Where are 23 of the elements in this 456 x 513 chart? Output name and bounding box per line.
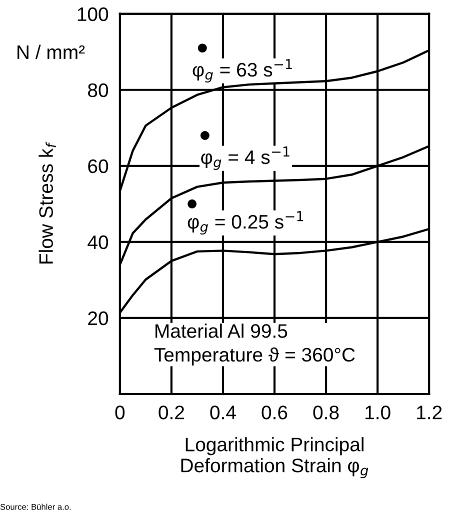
text: N / mm²: [18, 44, 85, 60]
annotation: φ$_{g}$ = 0.25 s$^{−1}$: [188, 211, 304, 235]
x-tick-label: 1.2: [417, 406, 442, 420]
x-tick-label: 0: [115, 406, 125, 420]
annotation: Material Al 99.5 Temperature ϑ = 360°C: [154, 324, 355, 366]
y-tick-label: 60: [88, 159, 108, 174]
x-tick-label: 1.0: [366, 406, 390, 420]
x-tick-label: 0.4: [210, 406, 236, 420]
annotation: φ$_{g}$ = 63 s$^{−1}$: [192, 59, 292, 82]
x-tick-label: 0.8: [313, 406, 339, 420]
point: [188, 199, 197, 208]
y-axis-title: Flow Stress k$_{f}$: [38, 142, 56, 264]
x-axis-title: Logarithmic Principal Deformation Strain φ$_{g}$: [181, 437, 368, 478]
x-tick-label: 0.2: [158, 406, 184, 420]
point: [198, 44, 207, 53]
y-tick-label: 100: [78, 7, 108, 22]
point: [200, 130, 210, 140]
y-tick-label: 20: [88, 311, 108, 326]
annotation: φ$_{g}$ = 4 s$^{−1}$: [201, 146, 290, 170]
y-tick-label: 80: [88, 83, 108, 98]
y-tick-label: 40: [88, 235, 108, 250]
source-note: Source: Bühler a.o.: [0, 504, 71, 510]
x-tick-label: 0.6: [262, 406, 288, 420]
